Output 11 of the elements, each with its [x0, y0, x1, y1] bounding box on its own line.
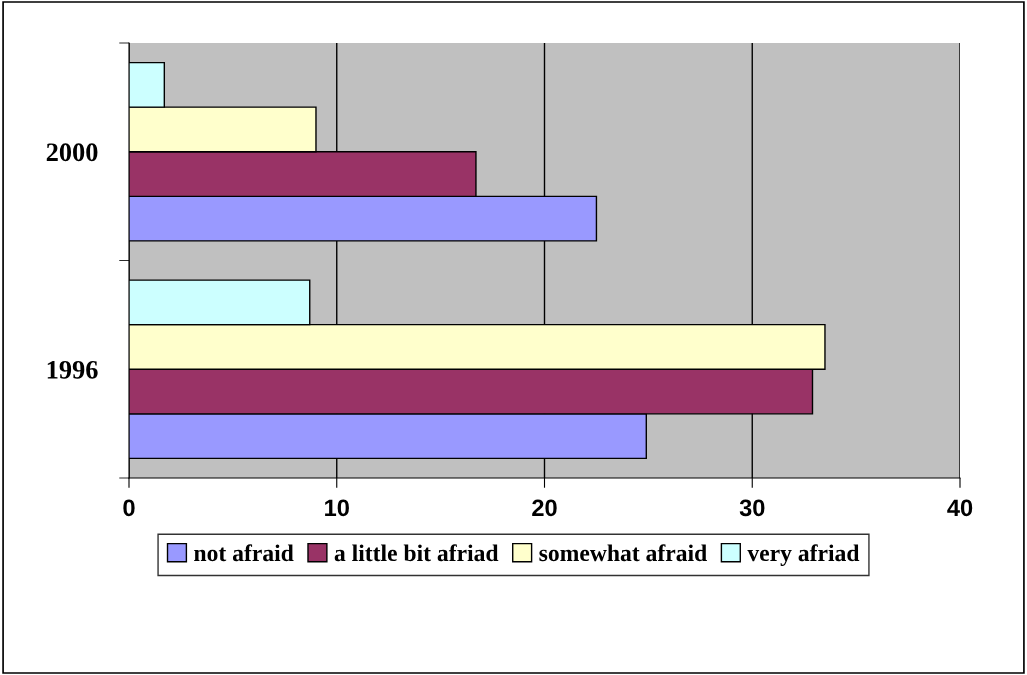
x-tick-label: 10	[325, 499, 349, 517]
x-tick-label: 30	[739, 499, 765, 517]
x-tick-label: 40	[947, 499, 973, 517]
legend-label: not afraid	[194, 544, 294, 562]
y-tick-label: 1996	[47, 360, 98, 379]
x-tick-label: 0	[123, 499, 135, 517]
legend-label: somewhat afraid	[539, 544, 707, 562]
y-tick-label: 2000	[46, 143, 98, 162]
x-tick-label: 20	[532, 499, 557, 517]
legend-label: very afriad	[747, 544, 860, 566]
legend-label: a little bit afriad	[334, 544, 499, 562]
